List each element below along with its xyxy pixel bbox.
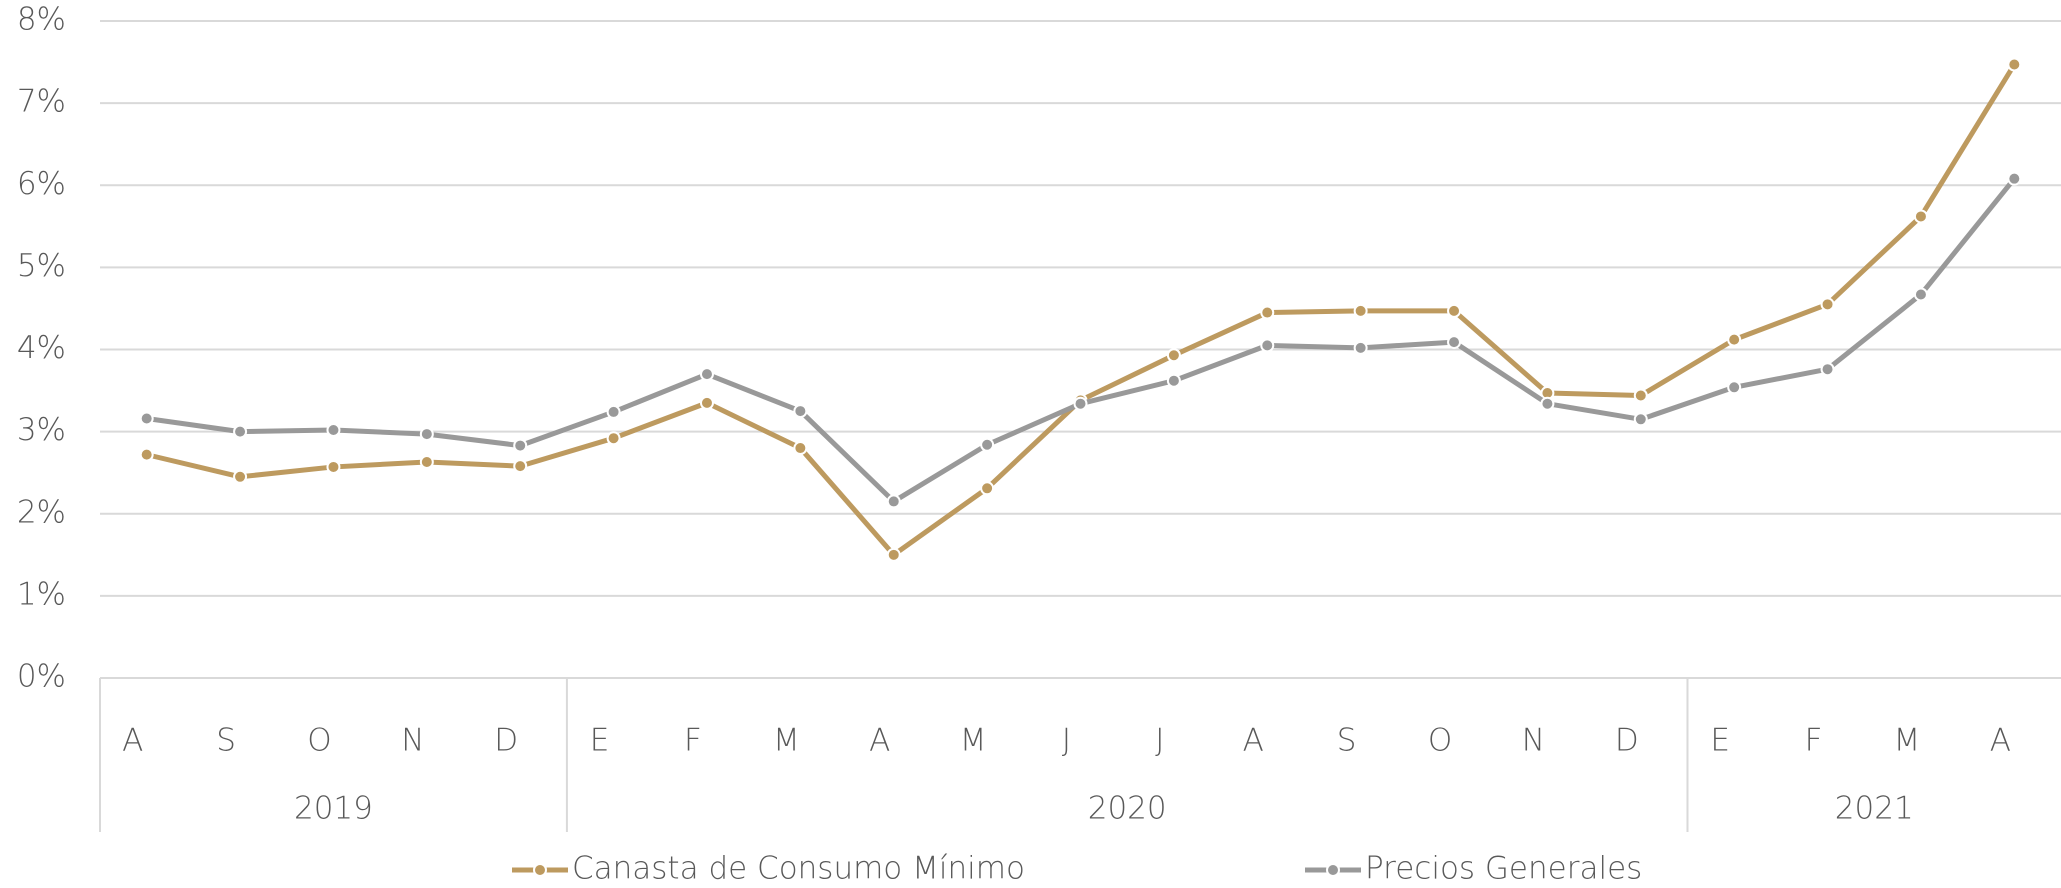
data-point — [326, 422, 341, 437]
data-point — [233, 469, 248, 484]
x-tick-label: D — [494, 723, 518, 759]
y-tick-label: 5% — [17, 248, 66, 284]
data-point — [1166, 348, 1181, 363]
x-tick-label: F — [684, 723, 702, 759]
y-tick-label: 1% — [17, 576, 66, 612]
x-tick-label: A — [122, 723, 143, 759]
x-tick-label: M — [960, 723, 987, 759]
x-tick-label: E — [1710, 723, 1730, 759]
x-tick-label: S — [1337, 723, 1357, 759]
x-tick-label: A — [1990, 723, 2011, 759]
data-point — [2007, 171, 2022, 186]
x-tick-label: D — [1615, 723, 1639, 759]
data-point — [1073, 396, 1088, 411]
data-point — [606, 404, 621, 419]
x-tick-label: J — [1155, 723, 1164, 759]
data-point — [1727, 332, 1742, 347]
data-point — [1913, 209, 1928, 224]
x-tick-label: O — [1428, 723, 1452, 759]
y-tick-label: 7% — [17, 84, 66, 120]
data-point — [513, 459, 528, 474]
data-point — [793, 404, 808, 419]
y-tick-label: 0% — [17, 659, 66, 695]
data-point — [980, 481, 995, 496]
x-tick-label: M — [773, 723, 800, 759]
series-line — [146, 63, 2017, 558]
x-tick-label: J — [1062, 723, 1071, 759]
y-tick-label: 6% — [17, 166, 66, 202]
data-point — [419, 455, 434, 470]
data-point — [1260, 305, 1275, 320]
group-label: 2020 — [1088, 791, 1167, 827]
data-point — [1260, 338, 1275, 353]
data-point — [1633, 412, 1648, 427]
data-point — [1447, 335, 1462, 350]
data-point — [886, 494, 901, 509]
x-tick-label: A — [869, 723, 890, 759]
data-point — [1540, 396, 1555, 411]
data-point — [1727, 380, 1742, 395]
y-tick-label: 2% — [17, 494, 66, 530]
data-point — [1353, 340, 1368, 355]
x-tick-label: E — [590, 723, 610, 759]
y-tick-label: 4% — [17, 330, 66, 366]
y-tick-label: 3% — [17, 412, 66, 448]
data-point — [1820, 297, 1835, 312]
x-tick-label: M — [1894, 723, 1921, 759]
data-point — [2007, 57, 2022, 72]
x-tick-label: N — [1522, 723, 1545, 759]
data-point — [1353, 303, 1368, 318]
group-label: 2019 — [294, 791, 373, 827]
data-point — [139, 447, 154, 462]
data-point — [1447, 303, 1462, 318]
y-tick-label: 8% — [17, 2, 66, 38]
legend-label: Precios Generales — [1365, 851, 1642, 887]
data-point — [699, 395, 714, 410]
data-point — [793, 441, 808, 456]
x-tick-label: A — [1243, 723, 1264, 759]
data-point — [326, 459, 341, 474]
data-point — [1166, 373, 1181, 388]
x-tick-label: S — [216, 723, 236, 759]
x-tick-label: N — [401, 723, 424, 759]
legend-swatch-dot — [1326, 863, 1340, 877]
data-point — [513, 438, 528, 453]
legend-label: Canasta de Consumo Mínimo — [572, 851, 1025, 887]
data-point — [980, 437, 995, 452]
x-tick-label: O — [307, 723, 331, 759]
data-point — [1913, 287, 1928, 302]
x-tick-label: F — [1805, 723, 1823, 759]
data-point — [233, 424, 248, 439]
legend-swatch-dot — [533, 863, 547, 877]
group-label: 2021 — [1835, 791, 1914, 827]
data-point — [886, 547, 901, 562]
data-point — [606, 431, 621, 446]
data-point — [699, 367, 714, 382]
data-point — [419, 427, 434, 442]
data-point — [1633, 388, 1648, 403]
data-point — [139, 411, 154, 426]
data-point — [1820, 362, 1835, 377]
